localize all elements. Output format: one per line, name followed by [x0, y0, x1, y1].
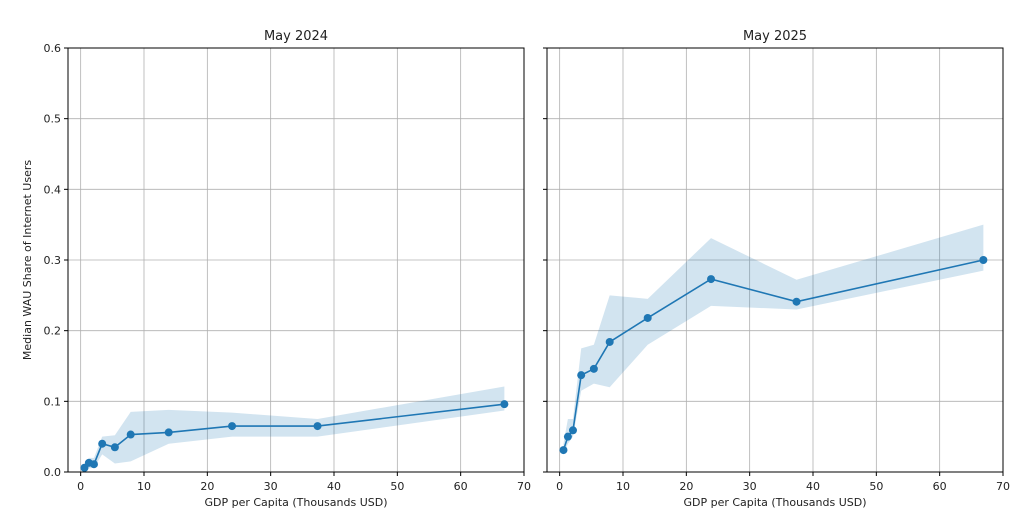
chart-title: May 2024 — [264, 29, 328, 44]
y-tick-label: 0.2 — [44, 325, 62, 338]
data-point — [577, 371, 586, 380]
data-point — [643, 313, 652, 322]
data-point — [979, 256, 988, 264]
data-point — [89, 460, 98, 469]
data-point — [500, 400, 509, 409]
data-point — [792, 297, 801, 306]
confidence-band — [563, 224, 984, 455]
y-tick-label: 0.5 — [44, 113, 62, 126]
x-tick-label: 20 — [200, 480, 214, 493]
y-tick-label: 0.0 — [44, 466, 62, 479]
panel-1: 0 10 20 30 40 50 60 70 0.0 0.1 0.2 0.3 0.4 0.5 0.6 May … — [21, 29, 531, 509]
x-tick-label: 20 — [679, 480, 693, 493]
x-tick-label: 60 — [454, 480, 468, 493]
x-tick-label: 50 — [390, 480, 404, 493]
data-point — [559, 446, 568, 455]
y-tick-label: 0.6 — [44, 42, 62, 55]
data-point — [126, 430, 135, 439]
data-point — [563, 432, 572, 441]
x-tick-label: 30 — [264, 480, 278, 493]
y-tick-label: 0.3 — [44, 254, 62, 267]
data-point — [110, 443, 119, 452]
data-point — [589, 364, 598, 373]
data-point — [707, 275, 716, 284]
x-tick-label: 40 — [806, 480, 820, 493]
x-tick-label: 70 — [996, 480, 1010, 493]
x-tick-label: 50 — [869, 480, 883, 493]
x-tick-label: 60 — [933, 480, 947, 493]
data-point — [568, 426, 577, 435]
data-point — [98, 439, 107, 448]
x-axis-label: GDP per Capita (Thousands USD) — [204, 496, 387, 509]
x-tick-label: 0 — [556, 480, 563, 493]
series-line — [562, 259, 984, 451]
data-point — [605, 337, 614, 346]
x-tick-label: 30 — [743, 480, 757, 493]
x-tick-label: 10 — [137, 480, 151, 493]
x-tick-label: 10 — [616, 480, 630, 493]
y-axis-label: Median WAU Share of Internet Users — [21, 160, 34, 360]
x-axis-label: GDP per Capita (Thousands USD) — [683, 496, 866, 509]
data-point — [313, 422, 322, 431]
x-tick-label: 40 — [327, 480, 341, 493]
y-tick-label: 0.4 — [44, 183, 62, 196]
data-point — [228, 422, 237, 431]
y-tick-label: 0.1 — [44, 395, 62, 408]
x-tick-label: 0 — [77, 480, 84, 493]
data-point — [164, 428, 173, 437]
confidence-band — [84, 386, 505, 471]
panel-2: 0 10 20 30 40 50 60 70 May 2025 GDP per Capita (T… — [543, 29, 1010, 509]
x-tick-label: 70 — [517, 480, 531, 493]
chart-title: May 2025 — [743, 29, 807, 44]
